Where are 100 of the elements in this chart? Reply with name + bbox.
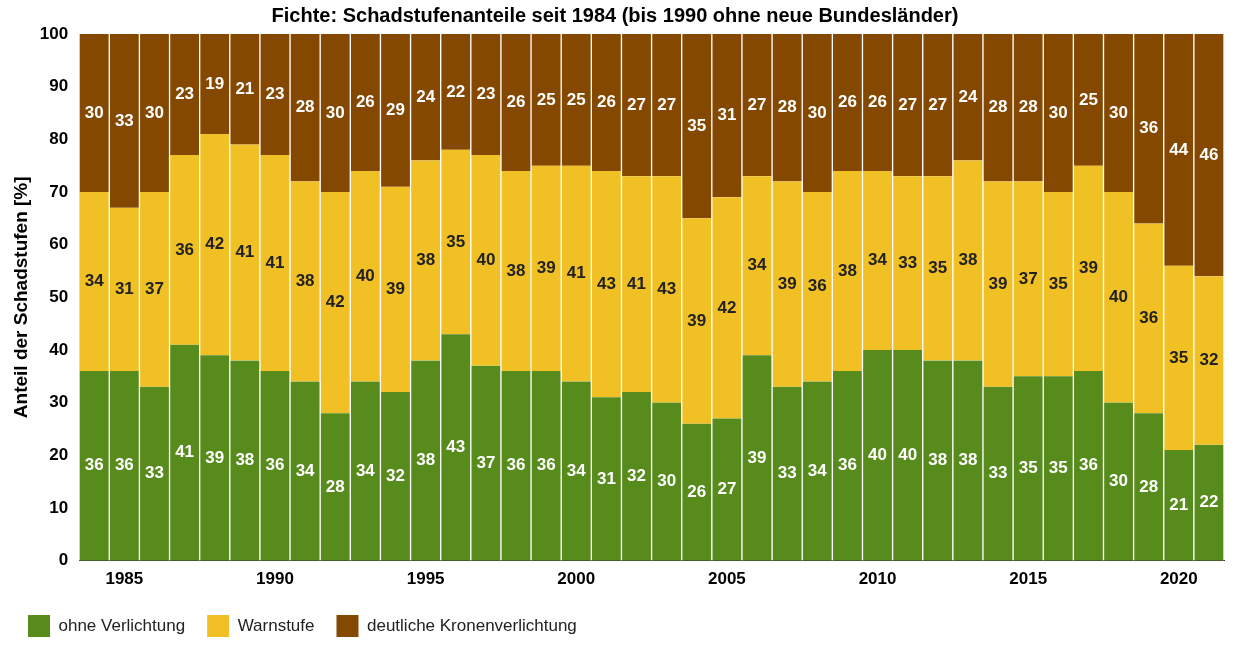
data-label: 38 xyxy=(958,450,978,470)
data-label: 19 xyxy=(205,73,225,93)
data-label: 41 xyxy=(265,252,285,272)
data-label: 28 xyxy=(295,97,315,117)
chart-title: Fichte: Schadstufenanteile seit 1984 (bis 1990 ohne neue Bundesländer) xyxy=(271,3,959,26)
data-label: 40 xyxy=(898,444,918,464)
data-label: 30 xyxy=(1048,102,1068,122)
legend-label: ohne Verlichtung xyxy=(58,615,186,635)
data-label: 27 xyxy=(747,94,767,114)
data-label: 27 xyxy=(717,479,737,499)
x-tick-label: 2000 xyxy=(557,569,596,589)
data-label: 40 xyxy=(1109,286,1129,306)
data-label: 34 xyxy=(84,271,105,291)
data-label: 38 xyxy=(295,271,315,291)
legend-label: deutliche Kronenverlichtung xyxy=(366,615,577,635)
data-label: 39 xyxy=(747,447,767,467)
y-tick-label: 100 xyxy=(39,23,69,43)
data-label: 41 xyxy=(175,442,195,462)
data-label: 37 xyxy=(145,279,164,299)
data-label: 26 xyxy=(506,92,526,112)
data-label: 40 xyxy=(476,250,496,270)
data-label: 26 xyxy=(868,92,887,112)
x-tick-label: 1985 xyxy=(105,569,144,589)
data-label: 36 xyxy=(837,455,857,475)
data-label: 21 xyxy=(1169,494,1189,514)
y-tick-label: 0 xyxy=(58,550,69,570)
data-label: 39 xyxy=(1078,258,1098,278)
data-label: 34 xyxy=(807,460,828,480)
data-label: 38 xyxy=(837,260,857,280)
data-label: 42 xyxy=(717,297,737,317)
data-label: 43 xyxy=(596,273,616,293)
y-axis-title: Anteil der Schadstufen [%] xyxy=(9,176,31,419)
y-tick-label: 60 xyxy=(49,234,69,254)
data-label: 31 xyxy=(717,105,737,125)
data-label: 29 xyxy=(386,100,405,120)
data-label: 41 xyxy=(627,273,646,293)
data-label: 40 xyxy=(868,444,887,464)
data-label: 33 xyxy=(988,463,1008,483)
data-label: 23 xyxy=(265,84,285,104)
data-label: 30 xyxy=(145,102,164,122)
data-label: 23 xyxy=(175,84,195,104)
data-label: 35 xyxy=(1169,347,1189,367)
data-label: 34 xyxy=(747,255,768,275)
data-label: 38 xyxy=(235,450,255,470)
data-label: 32 xyxy=(1199,350,1219,370)
data-label: 24 xyxy=(958,86,978,106)
data-label: 24 xyxy=(416,86,436,106)
data-label: 39 xyxy=(777,273,797,293)
data-label: 35 xyxy=(446,231,466,251)
y-tick-label: 50 xyxy=(49,286,69,306)
data-label: 27 xyxy=(627,94,646,114)
data-label: 41 xyxy=(235,242,255,262)
data-label: 30 xyxy=(1109,471,1129,491)
x-tick-label: 2005 xyxy=(707,569,746,589)
data-label: 39 xyxy=(205,447,225,467)
data-label: 36 xyxy=(175,239,195,259)
data-label: 26 xyxy=(837,92,857,112)
data-label: 26 xyxy=(596,92,616,112)
data-label: 30 xyxy=(84,102,104,122)
data-label: 26 xyxy=(355,92,375,112)
y-tick-label: 70 xyxy=(49,181,69,201)
y-tick-label: 80 xyxy=(49,129,69,149)
data-label: 34 xyxy=(868,250,888,270)
data-label: 30 xyxy=(807,102,827,122)
y-tick-label: 20 xyxy=(49,444,69,464)
data-label: 28 xyxy=(1018,97,1038,117)
data-label: 35 xyxy=(687,115,707,135)
x-tick-label: 2010 xyxy=(858,569,897,589)
data-label: 22 xyxy=(446,81,466,101)
data-label: 27 xyxy=(928,94,948,114)
data-label: 35 xyxy=(1048,273,1068,293)
data-label: 39 xyxy=(988,273,1008,293)
data-label: 33 xyxy=(114,110,134,130)
data-label: 30 xyxy=(657,471,677,491)
data-label: 39 xyxy=(386,279,405,299)
data-label: 33 xyxy=(777,463,797,483)
data-label: 36 xyxy=(265,455,285,475)
data-label: 39 xyxy=(536,258,556,278)
data-label: 43 xyxy=(446,437,466,457)
y-tick-label: 10 xyxy=(49,497,69,517)
data-label: 23 xyxy=(476,84,496,104)
data-label: 26 xyxy=(687,481,707,501)
data-label: 34 xyxy=(566,460,587,480)
data-label: 35 xyxy=(1048,458,1068,478)
data-label: 46 xyxy=(1199,144,1219,164)
data-label: 33 xyxy=(898,252,918,272)
y-tick-label: 30 xyxy=(49,392,69,412)
data-label: 25 xyxy=(1078,89,1098,109)
y-tick-label: 90 xyxy=(49,76,69,96)
data-label: 35 xyxy=(928,258,948,278)
data-label: 42 xyxy=(325,292,345,312)
data-label: 34 xyxy=(295,460,316,480)
data-label: 36 xyxy=(506,455,526,475)
data-label: 36 xyxy=(84,455,104,475)
data-label: 32 xyxy=(386,466,405,486)
data-label: 31 xyxy=(114,279,134,299)
data-label: 25 xyxy=(566,89,586,109)
data-label: 38 xyxy=(416,250,436,270)
data-label: 28 xyxy=(988,97,1008,117)
x-tick-label: 2020 xyxy=(1159,569,1198,589)
